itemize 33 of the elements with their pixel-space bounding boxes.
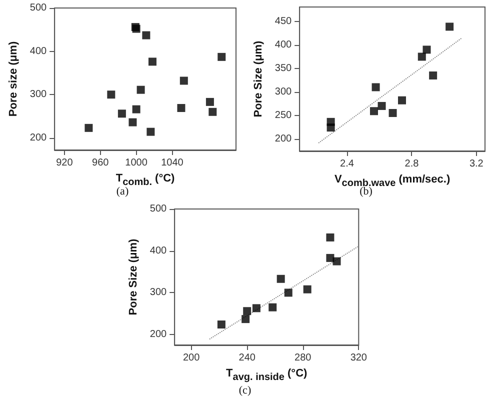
x-tick-label: 200 xyxy=(182,352,200,364)
x-tick-label: 240 xyxy=(238,352,256,364)
y-tick-label: 400 xyxy=(30,46,48,57)
text: (b) xyxy=(360,186,373,198)
x-tick-label: 1040 xyxy=(161,158,184,168)
y-tick-label: 300 xyxy=(30,89,48,100)
x-tick-label: 2.8 xyxy=(404,158,420,170)
y-tick-label: 350 xyxy=(274,62,292,74)
x-axis-title: Tcomb. (°C) xyxy=(116,172,176,188)
y-tick-label: 250 xyxy=(274,110,292,121)
y-tick-label: 200 xyxy=(30,132,48,144)
x-tick-label: 920 xyxy=(56,158,74,168)
y-axis-title: Pore Size (μm) xyxy=(252,40,264,118)
y-tick-label: 200 xyxy=(150,329,168,340)
x-tick-label: 1000 xyxy=(125,158,148,168)
y-tick-label: 500 xyxy=(30,2,48,14)
y-tick-label: 500 xyxy=(150,204,168,214)
x-axis-title: Tavg. inside (°C) xyxy=(226,367,308,383)
y-tick-label: 300 xyxy=(274,86,292,98)
y-tick-label: 300 xyxy=(150,287,168,298)
y-tick-label: 450 xyxy=(274,16,292,28)
text: (c) xyxy=(238,384,252,396)
x-tick-label: 280 xyxy=(294,352,312,364)
x-tick-label: 320 xyxy=(350,352,368,364)
text: (a) xyxy=(116,186,129,198)
y-tick-label: 400 xyxy=(150,245,168,256)
x-tick-label: 960 xyxy=(92,158,110,168)
y-axis-title: Pore size (μm) xyxy=(8,41,20,117)
y-axis-title: Pore Size (μm) xyxy=(128,238,140,316)
x-tick-label: 3.2 xyxy=(469,158,484,170)
y-tick-label: 400 xyxy=(274,39,292,50)
x-tick-label: 2.4 xyxy=(340,158,354,170)
y-tick-label: 200 xyxy=(274,133,292,144)
